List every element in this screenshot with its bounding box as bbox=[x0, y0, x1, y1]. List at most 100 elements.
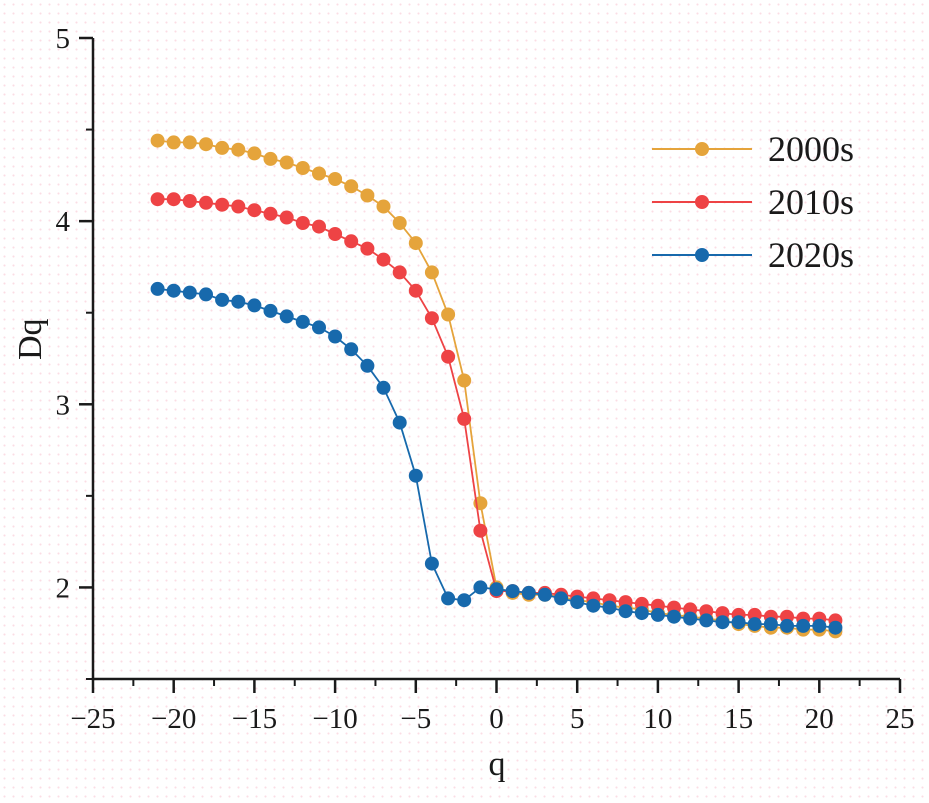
x-tick-label: 20 bbox=[805, 703, 834, 735]
y-tick-label: 5 bbox=[56, 23, 71, 55]
data-point-marker bbox=[295, 314, 310, 329]
data-point-marker bbox=[263, 151, 278, 166]
legend-dot-icon bbox=[695, 141, 709, 156]
legend: 2000s 2010s 2020s bbox=[652, 122, 854, 281]
x-tick-label: −5 bbox=[400, 703, 431, 735]
data-point-marker bbox=[344, 234, 359, 249]
data-point-marker bbox=[166, 135, 181, 150]
data-point-marker bbox=[215, 292, 230, 307]
x-tick-label: −25 bbox=[70, 703, 115, 735]
data-point-marker bbox=[731, 615, 746, 630]
legend-marker-2010s bbox=[652, 194, 752, 210]
data-point-marker bbox=[602, 600, 617, 615]
data-point-marker bbox=[182, 194, 197, 208]
data-point-marker bbox=[231, 199, 246, 214]
legend-item-2020s: 2020s bbox=[652, 228, 854, 281]
data-point-marker bbox=[215, 140, 230, 155]
data-point-marker bbox=[812, 618, 827, 633]
data-point-marker bbox=[279, 210, 294, 225]
data-point-marker bbox=[295, 161, 310, 175]
data-point-marker bbox=[182, 135, 197, 150]
data-point-marker bbox=[328, 329, 343, 344]
legend-label: 2010s bbox=[768, 181, 855, 222]
data-point-marker bbox=[263, 303, 278, 318]
x-tick-label: −20 bbox=[151, 703, 196, 735]
data-point-marker bbox=[279, 155, 294, 170]
data-point-marker bbox=[150, 281, 165, 296]
data-point-marker bbox=[182, 285, 197, 300]
legend-dot-icon bbox=[695, 247, 709, 262]
x-axis-title: q bbox=[488, 746, 506, 783]
x-tick-label: −15 bbox=[232, 703, 277, 735]
series-line bbox=[157, 288, 836, 629]
data-point-marker bbox=[554, 591, 569, 606]
x-tick-label: 15 bbox=[724, 703, 753, 735]
data-point-marker bbox=[796, 618, 811, 633]
data-point-marker bbox=[247, 298, 262, 313]
data-point-marker bbox=[667, 609, 681, 624]
legend-item-2010s: 2010s bbox=[652, 175, 854, 228]
axes-layer: −25 −20 −15 −10 −5 0 5 10 15 20 25 2 3 4 5 bbox=[56, 23, 915, 735]
data-point-marker bbox=[521, 585, 536, 600]
data-point-marker bbox=[441, 307, 456, 322]
data-point-marker bbox=[473, 523, 488, 538]
data-point-marker bbox=[199, 195, 213, 210]
data-point-marker bbox=[618, 604, 633, 619]
data-point-marker bbox=[199, 137, 213, 152]
legend-label: 2000s bbox=[768, 128, 855, 169]
data-point-marker bbox=[747, 617, 762, 632]
data-point-marker bbox=[457, 411, 472, 426]
data-point-marker bbox=[150, 192, 165, 207]
data-point-marker bbox=[344, 179, 359, 194]
data-point-marker bbox=[441, 349, 456, 364]
series-layer bbox=[150, 133, 843, 639]
data-point-marker bbox=[505, 584, 520, 599]
data-point-marker bbox=[699, 613, 714, 628]
data-point-marker bbox=[150, 133, 165, 148]
data-point-marker bbox=[166, 192, 181, 207]
legend-dot-icon bbox=[695, 194, 709, 209]
data-point-marker bbox=[199, 287, 213, 302]
data-point-marker bbox=[376, 380, 391, 395]
data-point-marker bbox=[424, 556, 439, 571]
data-point-marker bbox=[457, 373, 472, 388]
data-point-marker bbox=[408, 236, 423, 251]
y-tick-label: 3 bbox=[56, 389, 71, 421]
data-point-marker bbox=[537, 587, 552, 602]
x-tick-label: 0 bbox=[489, 703, 504, 735]
data-point-marker bbox=[780, 618, 794, 633]
data-point-marker bbox=[344, 342, 359, 357]
data-point-marker bbox=[360, 241, 375, 256]
legend-marker-2020s bbox=[652, 247, 752, 263]
data-point-marker bbox=[408, 468, 423, 483]
data-point-marker bbox=[473, 580, 488, 595]
data-point-marker bbox=[570, 595, 585, 610]
data-point-marker bbox=[392, 216, 407, 230]
data-point-marker bbox=[231, 294, 246, 309]
data-point-marker bbox=[231, 142, 246, 157]
data-point-marker bbox=[360, 188, 375, 203]
data-point-marker bbox=[828, 620, 843, 635]
data-point-marker bbox=[312, 166, 326, 181]
data-point-marker bbox=[424, 265, 439, 280]
data-point-marker bbox=[634, 606, 649, 621]
data-point-marker bbox=[441, 591, 456, 606]
legend-label: 2020s bbox=[768, 234, 855, 275]
legend-marker-2000s bbox=[652, 141, 752, 157]
data-point-marker bbox=[328, 227, 343, 241]
data-point-marker bbox=[166, 283, 181, 298]
data-point-marker bbox=[376, 252, 391, 267]
data-point-marker bbox=[247, 146, 262, 161]
x-tick-label: 25 bbox=[886, 703, 915, 735]
data-point-marker bbox=[279, 309, 294, 324]
data-point-marker bbox=[360, 358, 375, 373]
data-point-marker bbox=[715, 615, 730, 630]
y-axis-title: Dq bbox=[12, 318, 49, 360]
data-point-marker bbox=[263, 206, 278, 221]
x-tick-label: −10 bbox=[312, 703, 357, 735]
data-point-marker bbox=[376, 199, 391, 214]
data-point-marker bbox=[247, 203, 262, 218]
data-point-marker bbox=[457, 593, 472, 608]
